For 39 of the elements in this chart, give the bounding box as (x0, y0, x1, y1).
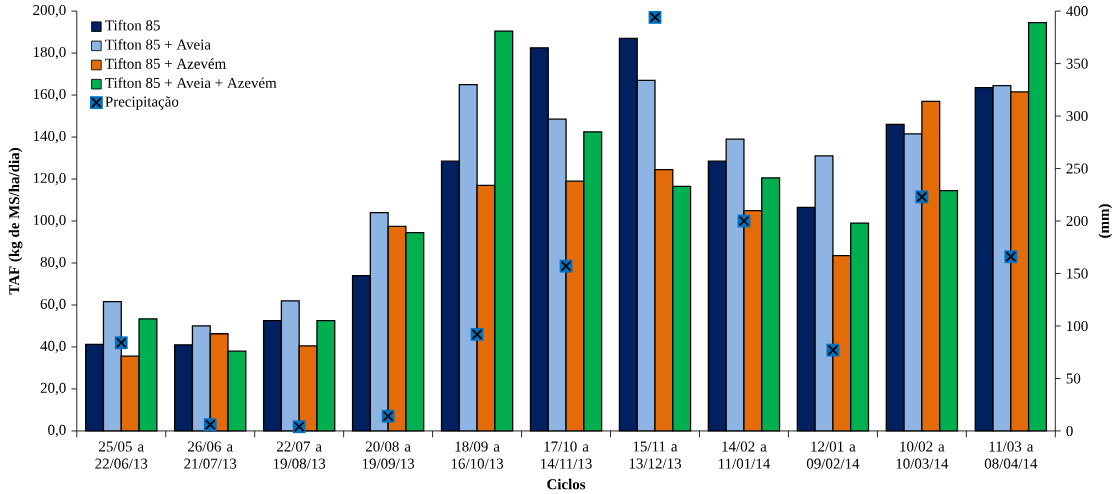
y2-tick-label: 250 (1066, 163, 1088, 174)
y-tick-label: 40,0 (40, 340, 66, 353)
y2-axis-title: (mm) (1098, 204, 1113, 238)
legend-label: Tifton 85 + Aveia + Azevém (105, 77, 277, 88)
x-tick-label: 22/07 a 19/08/13 (273, 441, 326, 469)
x-tick-label: 25/05 a 22/06/13 (95, 441, 148, 469)
y-tick-label: 0,0 (48, 424, 66, 437)
y2-tick-label: 150 (1067, 268, 1088, 279)
y-axis-title: TAF (kg de MS/ha/dia) (8, 147, 23, 295)
y2-tick-label: 300 (1066, 110, 1088, 121)
x-tick-label: 12/01 a 09/02/14 (806, 441, 860, 469)
y-tick-label: 60,0 (40, 298, 66, 311)
x-tick-label: 20/08 a 19/09/13 (362, 441, 415, 469)
y2-tick-label: 0 (1066, 425, 1073, 436)
y-tick-label: 160,0 (33, 88, 66, 102)
legend-label: Tifton 85 + Aveia (105, 38, 211, 50)
y2-tick-label: 400 (1066, 5, 1088, 16)
y-tick-label: 80,0 (40, 256, 66, 269)
legend-label: Tifton 85 + Azevém (105, 57, 226, 69)
legend-label: Precipitação (105, 96, 179, 110)
x-axis-title: Ciclos (547, 478, 586, 490)
y-tick-label: 200,0 (33, 4, 66, 18)
x-tick-label: 14/02 a 11/01/14 (718, 441, 771, 469)
x-tick-label: 18/09 a 16/10/13 (451, 441, 504, 469)
x-tick-label: 11/03 a 08/04/14 (984, 441, 1038, 469)
y2-tick-label: 50 (1066, 373, 1081, 384)
y-tick-label: 100,0 (33, 214, 66, 227)
y2-tick-label: 200 (1066, 215, 1088, 226)
y2-tick-label: 350 (1066, 58, 1088, 69)
y-tick-label: 140,0 (33, 130, 66, 144)
x-tick-label: 26/06 a 21/07/13 (184, 441, 237, 469)
y2-tick-label: 100 (1067, 320, 1088, 331)
y-tick-label: 180,0 (33, 46, 66, 60)
y-tick-label: 120,0 (33, 172, 66, 185)
x-tick-label: 17/10 a 14/11/13 (541, 441, 592, 469)
x-tick-label: 15/11 a 13/12/13 (629, 441, 682, 469)
x-tick-label: 10/02 a 10/03/14 (896, 441, 949, 469)
y-tick-label: 20,0 (40, 382, 66, 395)
legend-label: Tifton 85 (105, 19, 160, 31)
